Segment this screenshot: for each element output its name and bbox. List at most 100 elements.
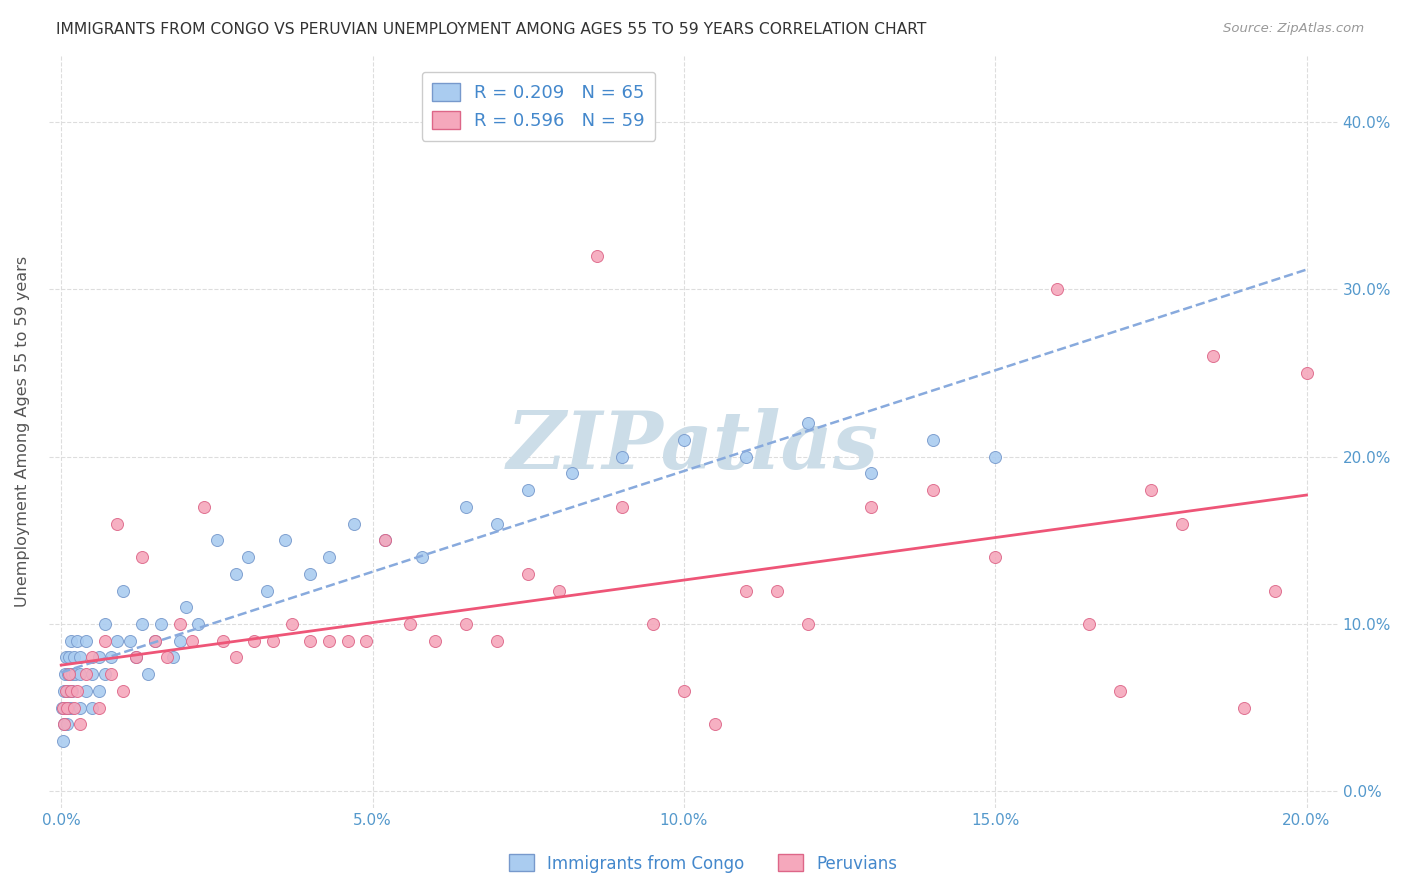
Point [53,717,76,731]
Text: ZIPatlas: ZIPatlas [508,408,879,485]
Point [212,633,235,648]
Point [517,483,540,498]
Point [87,700,110,714]
Point [922,433,945,447]
Point [82,667,104,681]
Point [1108,684,1130,698]
Point [58,667,80,681]
Point [75,684,97,698]
Point [1233,700,1256,714]
Point [55,684,77,698]
Point [374,533,396,548]
Point [672,433,695,447]
Point [112,684,135,698]
Point [156,650,179,665]
Point [52,684,75,698]
Point [62,650,84,665]
Point [63,667,86,681]
Point [138,667,160,681]
Point [641,617,664,632]
Point [87,684,110,698]
Point [112,583,135,598]
Point [131,550,153,565]
Point [66,633,89,648]
Point [69,650,91,665]
Point [1264,583,1286,598]
Point [193,500,215,514]
Point [318,633,340,648]
Point [486,633,509,648]
Point [256,583,278,598]
Point [56,717,79,731]
Point [610,500,633,514]
Point [105,516,128,531]
Point [55,650,77,665]
Point [66,684,89,698]
Point [1171,516,1194,531]
Point [922,483,945,498]
Point [262,633,284,648]
Point [100,667,122,681]
Legend: R = 0.209   N = 65, R = 0.596   N = 59: R = 0.209 N = 65, R = 0.596 N = 59 [422,71,655,141]
Point [82,650,104,665]
Point [56,700,79,714]
Point [243,633,266,648]
Point [374,533,396,548]
Point [299,566,322,581]
Point [1140,483,1163,498]
Point [69,700,91,714]
Point [205,533,228,548]
Point [735,450,758,464]
Point [125,650,148,665]
Point [169,617,191,632]
Point [766,583,789,598]
Point [53,717,76,731]
Point [149,617,172,632]
Point [797,617,820,632]
Point [1295,366,1317,380]
Point [299,633,322,648]
Point [75,667,97,681]
Point [62,700,84,714]
Point [59,684,82,698]
Point [318,550,340,565]
Point [486,516,509,531]
Point [143,633,166,648]
Point [56,684,79,698]
Point [517,566,540,581]
Point [53,667,76,681]
Point [174,600,197,615]
Text: IMMIGRANTS FROM CONGO VS PERUVIAN UNEMPLOYMENT AMONG AGES 55 TO 59 YEARS CORRELA: IMMIGRANTS FROM CONGO VS PERUVIAN UNEMPL… [56,22,927,37]
Text: Source: ZipAtlas.com: Source: ZipAtlas.com [1223,22,1364,36]
Point [1202,349,1225,363]
Point [58,700,80,714]
Point [118,633,141,648]
Point [94,617,117,632]
Point [59,633,82,648]
Point [60,667,83,681]
Point [336,633,359,648]
Point [59,684,82,698]
Point [55,700,77,714]
Point [1077,617,1099,632]
Point [411,550,433,565]
Point [94,667,117,681]
Point [399,617,422,632]
Point [859,500,882,514]
Point [735,583,758,598]
Point [82,700,104,714]
Point [181,633,204,648]
Point [585,249,607,263]
Point [610,450,633,464]
Point [52,700,75,714]
Point [56,667,79,681]
Point [704,717,727,731]
Point [859,467,882,481]
Point [454,617,477,632]
Point [187,617,209,632]
Point [100,650,122,665]
Point [87,650,110,665]
Point [561,467,583,481]
Point [1046,282,1069,296]
Point [169,633,191,648]
